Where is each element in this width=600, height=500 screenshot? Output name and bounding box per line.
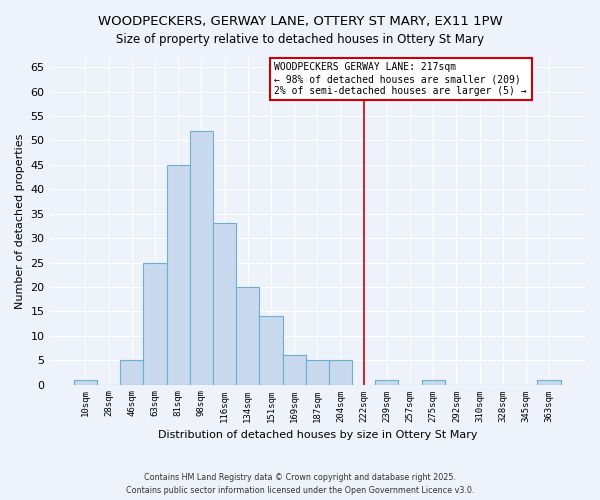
- Text: WOODPECKERS GERWAY LANE: 217sqm
← 98% of detached houses are smaller (209)
2% of: WOODPECKERS GERWAY LANE: 217sqm ← 98% of…: [274, 62, 527, 96]
- Bar: [190, 130, 213, 384]
- Text: Contains HM Land Registry data © Crown copyright and database right 2025.
Contai: Contains HM Land Registry data © Crown c…: [126, 473, 474, 495]
- Bar: [236, 287, 259, 384]
- Bar: [167, 165, 190, 384]
- Bar: [213, 224, 236, 384]
- X-axis label: Distribution of detached houses by size in Ottery St Mary: Distribution of detached houses by size …: [158, 430, 477, 440]
- Bar: [120, 360, 143, 384]
- Bar: [422, 380, 445, 384]
- Bar: [538, 380, 560, 384]
- Bar: [305, 360, 329, 384]
- Bar: [74, 380, 97, 384]
- Bar: [375, 380, 398, 384]
- Text: WOODPECKERS, GERWAY LANE, OTTERY ST MARY, EX11 1PW: WOODPECKERS, GERWAY LANE, OTTERY ST MARY…: [98, 15, 502, 28]
- Bar: [329, 360, 352, 384]
- Bar: [283, 356, 305, 384]
- Y-axis label: Number of detached properties: Number of detached properties: [15, 134, 25, 308]
- Text: Size of property relative to detached houses in Ottery St Mary: Size of property relative to detached ho…: [116, 32, 484, 46]
- Bar: [259, 316, 283, 384]
- Bar: [143, 262, 167, 384]
